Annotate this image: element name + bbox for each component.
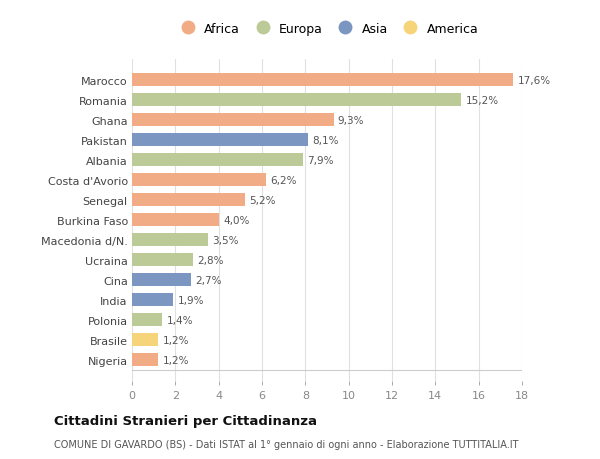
Text: 3,5%: 3,5%: [212, 235, 239, 245]
Text: COMUNE DI GAVARDO (BS) - Dati ISTAT al 1° gennaio di ogni anno - Elaborazione TU: COMUNE DI GAVARDO (BS) - Dati ISTAT al 1…: [54, 440, 518, 449]
Bar: [132, 154, 303, 167]
Bar: [132, 134, 308, 147]
Bar: [132, 194, 245, 207]
Text: Cittadini Stranieri per Cittadinanza: Cittadini Stranieri per Cittadinanza: [54, 414, 317, 428]
Bar: [132, 254, 193, 267]
Bar: [132, 274, 191, 286]
Text: 4,0%: 4,0%: [223, 215, 250, 225]
Text: 17,6%: 17,6%: [518, 76, 551, 86]
Bar: [132, 114, 334, 127]
Bar: [132, 94, 461, 107]
Text: 15,2%: 15,2%: [466, 96, 499, 106]
Text: 6,2%: 6,2%: [271, 175, 297, 185]
Bar: [132, 294, 173, 307]
Text: 5,2%: 5,2%: [249, 196, 275, 205]
Bar: [132, 214, 218, 227]
Text: 1,2%: 1,2%: [163, 335, 189, 345]
Bar: [132, 334, 158, 347]
Bar: [132, 313, 163, 326]
Text: 1,4%: 1,4%: [167, 315, 193, 325]
Text: 9,3%: 9,3%: [338, 116, 364, 126]
Text: 7,9%: 7,9%: [308, 156, 334, 166]
Text: 8,1%: 8,1%: [312, 135, 338, 146]
Bar: [132, 353, 158, 366]
Text: 2,7%: 2,7%: [195, 275, 221, 285]
Text: 1,2%: 1,2%: [163, 355, 189, 365]
Legend: Africa, Europa, Asia, America: Africa, Europa, Asia, America: [170, 18, 484, 41]
Text: 1,9%: 1,9%: [178, 295, 204, 305]
Bar: [132, 74, 514, 87]
Text: 2,8%: 2,8%: [197, 255, 223, 265]
Bar: [132, 174, 266, 187]
Bar: [132, 234, 208, 247]
